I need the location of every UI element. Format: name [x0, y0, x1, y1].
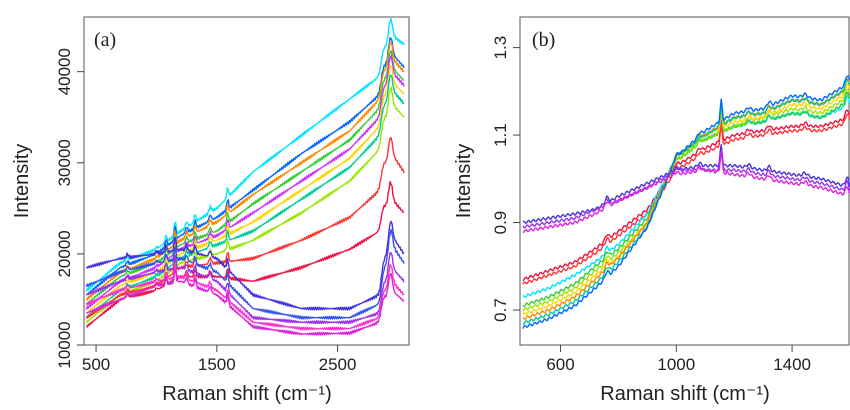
panel-b-series-line	[522, 75, 850, 329]
panel-b-series-line	[522, 151, 850, 234]
panel-a-label: (a)	[94, 29, 116, 51]
panel-b-y-tick-label: 0.9	[491, 211, 510, 235]
panel-a-y-axis-title: Intensity	[11, 144, 33, 218]
panel-b: 600 1000 1400 0.7 0.9 1.1 1.3 (b) Raman shift …	[453, 16, 850, 405]
panel-b-x-tick-label: 1400	[773, 355, 811, 374]
panel-a-series-line	[86, 269, 405, 336]
panel-b-ticks: 600 1000 1400 0.7 0.9 1.1 1.3	[491, 36, 811, 374]
panel-b-series-line	[522, 150, 850, 229]
panel-b-y-tick-label: 1.3	[491, 36, 510, 60]
panel-a: 500 1500 2500 10000 20000 30000 40000 (a) Rama…	[11, 16, 410, 405]
panel-b-series	[522, 75, 850, 329]
panel-a-y-tick-label: 10000	[55, 321, 74, 368]
panel-b-y-axis-title: Intensity	[453, 144, 475, 218]
panel-b-x-tick-label: 1000	[657, 355, 695, 374]
panel-a-series-line	[85, 55, 405, 311]
panel-a-x-axis-title: Raman shift (cm⁻¹)	[162, 383, 331, 405]
panel-b-series-line	[522, 113, 850, 285]
panel-b-series-line	[522, 78, 850, 325]
panel-b-y-tick-label: 1.1	[491, 123, 510, 147]
panel-a-x-tick-label: 2500	[319, 355, 357, 374]
panel-a-series-line	[85, 74, 405, 319]
panel-a-series-line	[85, 220, 405, 311]
panel-a-series-line	[86, 64, 405, 314]
panel-a-ticks: 500 1500 2500 10000 20000 30000 40000	[55, 48, 356, 374]
panel-a-series-line	[85, 37, 405, 296]
panel-a-x-tick-label: 1500	[198, 355, 236, 374]
panel-b-series-line	[522, 109, 850, 282]
panel-b-x-axis-title: Raman shift (cm⁻¹)	[600, 383, 769, 405]
panel-a-series-line	[85, 228, 405, 320]
panel-a-y-tick-label: 40000	[55, 48, 74, 95]
panel-b-y-tick-label: 0.7	[491, 298, 510, 322]
panel-a-series-line	[85, 50, 405, 305]
panel-a-series-line	[85, 41, 405, 301]
panel-a-series-line	[85, 137, 405, 319]
panel-a-x-tick-label: 500	[82, 355, 110, 374]
panel-b-series-line	[522, 88, 850, 312]
panel-b-series-line	[522, 82, 850, 316]
panel-a-frame	[83, 16, 410, 346]
panel-a-series-line	[85, 263, 405, 331]
panel-a-series-line	[85, 180, 405, 328]
panel-a-series-line	[85, 86, 405, 324]
panel-b-x-tick-label: 600	[546, 355, 574, 374]
panel-a-y-tick-label: 20000	[55, 230, 74, 277]
panel-b-label: (b)	[532, 29, 555, 51]
panel-a-series-line	[85, 252, 405, 325]
panel-a-series	[85, 17, 405, 336]
panel-b-series-line	[522, 144, 850, 224]
panel-a-series-line	[85, 17, 405, 292]
panel-a-y-tick-label: 30000	[55, 139, 74, 186]
